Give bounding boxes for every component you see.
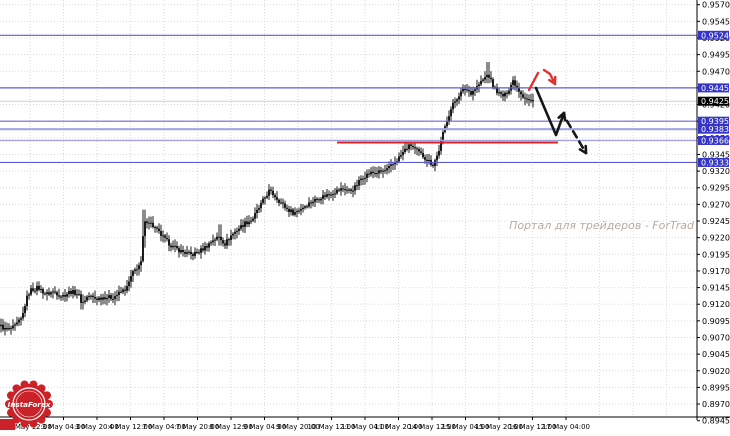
svg-text:0.9445: 0.9445 — [701, 84, 729, 93]
svg-text:10 May 12:00: 10 May 12:00 — [307, 423, 355, 431]
svg-text:2 May 12:00: 2 May 12:00 — [8, 423, 52, 431]
svg-text:15 May 20:00: 15 May 20:00 — [475, 423, 523, 431]
svg-text:14 May 12:00: 14 May 12:00 — [408, 423, 456, 431]
svg-text:0.9395: 0.9395 — [701, 117, 729, 126]
forecast-arrows[interactable] — [527, 68, 588, 155]
svg-text:0.9045: 0.9045 — [702, 350, 730, 359]
svg-text:0.9345: 0.9345 — [702, 150, 730, 159]
horizontal-level-lines[interactable] — [0, 34, 697, 164]
svg-text:0.8970: 0.8970 — [702, 400, 730, 409]
grid — [0, 0, 697, 417]
svg-text:0.9425: 0.9425 — [701, 97, 729, 106]
svg-text:0.9366: 0.9366 — [701, 136, 729, 145]
svg-text:0.9470: 0.9470 — [702, 67, 730, 76]
svg-text:0.9245: 0.9245 — [702, 217, 730, 226]
svg-text:16 May 12:00: 16 May 12:00 — [508, 423, 556, 431]
svg-text:0.9333: 0.9333 — [701, 158, 729, 167]
svg-text:0.9120: 0.9120 — [702, 300, 730, 309]
svg-text:0.9220: 0.9220 — [702, 234, 730, 243]
logo-seal-shape — [0, 380, 53, 430]
svg-text:3 May 20:00: 3 May 20:00 — [75, 423, 119, 431]
svg-text:0.9383: 0.9383 — [701, 125, 729, 134]
svg-text:0.9145: 0.9145 — [702, 284, 730, 293]
svg-text:8 May 12:00: 8 May 12:00 — [209, 423, 253, 431]
instaforex-logo: InstaForex — [0, 380, 53, 430]
svg-text:9 May 20:00: 9 May 20:00 — [276, 423, 320, 431]
price-axis[interactable]: 0.95700.95450.95200.94950.94700.94450.94… — [697, 1, 730, 426]
svg-text:0.9170: 0.9170 — [702, 267, 730, 276]
svg-text:11 May 20:00: 11 May 20:00 — [374, 423, 422, 431]
svg-text:0.9020: 0.9020 — [702, 367, 730, 376]
svg-text:4 May 12:00: 4 May 12:00 — [109, 423, 153, 431]
svg-text:0.8945: 0.8945 — [702, 417, 730, 426]
svg-text:0.9524: 0.9524 — [701, 31, 729, 40]
svg-text:0.9195: 0.9195 — [702, 250, 730, 259]
candlestick-series — [0, 61, 534, 336]
svg-text:7 May 20:00: 7 May 20:00 — [176, 423, 220, 431]
watermark-text: Портал для трейдеров - ForTrad — [509, 219, 695, 232]
logo-brand-text: InstaForex — [8, 400, 51, 409]
svg-text:0.9270: 0.9270 — [702, 200, 730, 209]
svg-text:0.9070: 0.9070 — [702, 334, 730, 343]
svg-text:17 May 04:00: 17 May 04:00 — [542, 423, 590, 431]
svg-text:0.9495: 0.9495 — [702, 51, 730, 60]
svg-text:0.9095: 0.9095 — [702, 317, 730, 326]
svg-text:0.8995: 0.8995 — [702, 383, 730, 392]
svg-text:7 May 04:00: 7 May 04:00 — [142, 423, 186, 431]
svg-text:0.9320: 0.9320 — [702, 167, 730, 176]
svg-text:15 May 04:00: 15 May 04:00 — [441, 423, 489, 431]
svg-text:3 May 04:00: 3 May 04:00 — [42, 423, 86, 431]
svg-text:0.9295: 0.9295 — [702, 184, 730, 193]
time-axis[interactable]: 2 May 12:003 May 04:003 May 20:004 May 1… — [8, 417, 590, 431]
svg-text:9 May 04:00: 9 May 04:00 — [243, 423, 287, 431]
svg-text:0.9545: 0.9545 — [702, 17, 730, 26]
svg-text:0.9570: 0.9570 — [702, 1, 730, 10]
svg-text:11 May 04:00: 11 May 04:00 — [341, 423, 389, 431]
